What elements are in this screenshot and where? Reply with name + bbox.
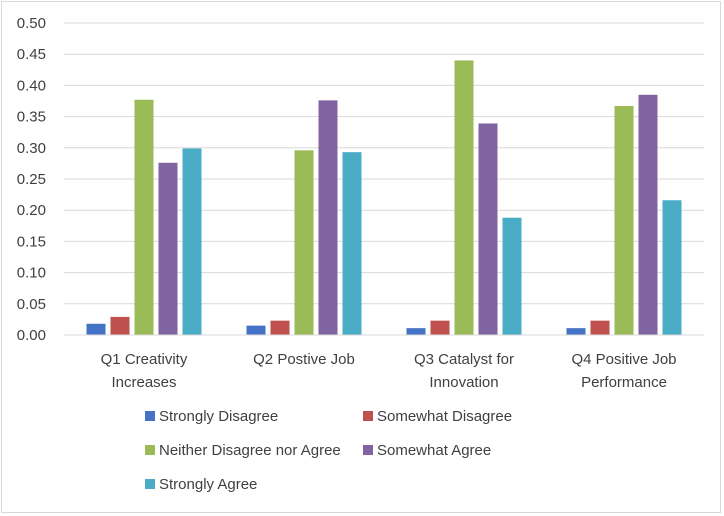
legend-label: Neither Disagree nor Agree xyxy=(159,442,341,459)
y-axis-ticks: 0.00 0.05 0.10 0.15 0.20 0.25 0.30 0.35 0.40 0.45… xyxy=(17,15,46,344)
legend-swatch xyxy=(363,411,373,421)
bar xyxy=(246,325,266,335)
y-tick-label: 0.05 xyxy=(17,296,46,313)
bar xyxy=(110,316,130,335)
category-label: Increases xyxy=(111,374,176,391)
category-label: Q1 Creativity xyxy=(101,351,188,368)
legend-label: Strongly Disagree xyxy=(159,408,278,425)
bar xyxy=(502,217,522,335)
category-label: Q4 Positive Job xyxy=(571,351,676,368)
y-tick-label: 0.15 xyxy=(17,233,46,250)
y-tick-label: 0.30 xyxy=(17,140,46,157)
bar xyxy=(662,200,682,335)
legend: Strongly Disagree Somewhat Disagree Neithe… xyxy=(145,408,512,493)
bar xyxy=(614,105,634,335)
y-tick-label: 0.40 xyxy=(17,77,46,94)
bar xyxy=(430,320,450,335)
y-tick-label: 0.45 xyxy=(17,46,46,63)
bar xyxy=(158,162,178,335)
legend-swatch xyxy=(363,445,373,455)
y-tick-label: 0.50 xyxy=(17,15,46,32)
bar xyxy=(590,320,610,335)
bar xyxy=(270,320,290,335)
bar xyxy=(294,150,314,335)
legend-swatch xyxy=(145,445,155,455)
bar xyxy=(454,60,474,335)
legend-swatch xyxy=(145,411,155,421)
y-tick-label: 0.20 xyxy=(17,202,46,219)
category-label: Performance xyxy=(581,374,667,391)
legend-label: Somewhat Agree xyxy=(377,442,491,459)
category-label: Q3 Catalyst for xyxy=(414,351,514,368)
bar xyxy=(86,323,106,335)
legend-label: Somewhat Disagree xyxy=(377,408,512,425)
y-tick-label: 0.35 xyxy=(17,109,46,126)
bar xyxy=(134,99,154,335)
bar xyxy=(478,123,498,336)
category-labels: Q1 Creativity Increases Q2 Postive Job Q3 C… xyxy=(101,351,677,391)
bar xyxy=(566,328,586,335)
y-tick-label: 0.25 xyxy=(17,171,46,188)
legend-label: Strongly Agree xyxy=(159,476,257,493)
y-tick-label: 0.00 xyxy=(17,327,46,344)
category-label: Innovation xyxy=(429,374,498,391)
bar xyxy=(406,328,426,335)
category-label: Q2 Postive Job xyxy=(253,351,355,368)
bar xyxy=(638,94,658,335)
y-tick-label: 0.10 xyxy=(17,265,46,282)
bar xyxy=(318,100,338,335)
bars xyxy=(86,60,682,336)
legend-swatch xyxy=(145,479,155,489)
bar xyxy=(182,148,202,335)
bar xyxy=(342,152,362,335)
